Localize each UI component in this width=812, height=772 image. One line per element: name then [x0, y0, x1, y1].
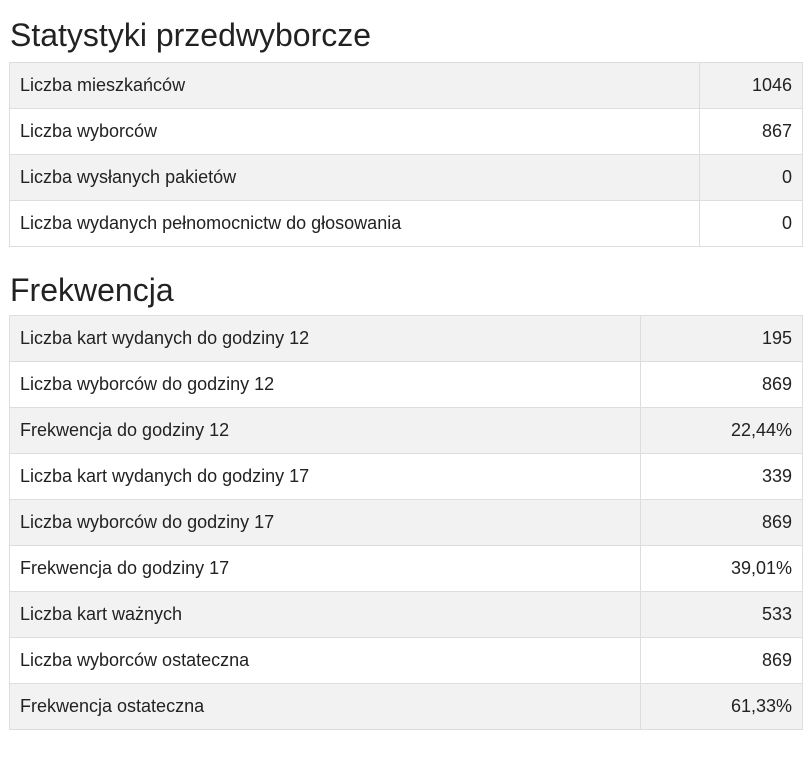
table-row: Liczba kart wydanych do godziny 17 339	[9, 453, 803, 500]
table-row: Liczba wysłanych pakietów 0	[9, 154, 803, 201]
row-value: 867	[699, 108, 803, 155]
row-label: Liczba kart wydanych do godziny 12	[9, 315, 641, 362]
section: Frekwencja Liczba kart wydanych do godzin…	[9, 268, 803, 730]
table-row: Liczba wyborców do godziny 17 869	[9, 499, 803, 546]
table-row: Liczba kart ważnych 533	[9, 591, 803, 638]
row-value: 61,33%	[640, 683, 803, 730]
table-row: Frekwencja ostateczna 61,33%	[9, 683, 803, 730]
row-label: Frekwencja do godziny 12	[9, 407, 641, 454]
table-row: Liczba kart wydanych do godziny 12 195	[9, 315, 803, 362]
table-row: Liczba wyborców ostateczna 869	[9, 637, 803, 684]
row-value: 869	[640, 637, 803, 684]
stats-table: Liczba mieszkańców 1046 Liczba wyborców 867…	[9, 62, 803, 247]
row-value: 22,44%	[640, 407, 803, 454]
table-row: Frekwencja do godziny 12 22,44%	[9, 407, 803, 454]
table-row: Liczba wyborców 867	[9, 108, 803, 155]
row-label: Liczba wyborców do godziny 12	[9, 361, 641, 408]
content: Statystyki przedwyborcze Liczba mieszkańc…	[9, 0, 803, 730]
row-label: Liczba wyborców ostateczna	[9, 637, 641, 684]
row-label: Liczba wyborców	[9, 108, 700, 155]
section-title: Frekwencja	[10, 272, 174, 308]
row-value: 0	[699, 200, 803, 247]
row-label: Liczba kart ważnych	[9, 591, 641, 638]
row-label: Liczba wydanych pełnomocnictw do głosowa…	[9, 200, 700, 247]
table-row: Liczba wydanych pełnomocnictw do głosowa…	[9, 200, 803, 247]
table-row: Liczba wyborców do godziny 12 869	[9, 361, 803, 408]
row-value: 1046	[699, 62, 803, 109]
row-value: 195	[640, 315, 803, 362]
table-row: Frekwencja do godziny 17 39,01%	[9, 545, 803, 592]
row-value: 869	[640, 499, 803, 546]
row-label: Frekwencja ostateczna	[9, 683, 641, 730]
section: Statystyki przedwyborcze Liczba mieszkańc…	[9, 0, 803, 247]
row-value: 869	[640, 361, 803, 408]
row-label: Liczba wyborców do godziny 17	[9, 499, 641, 546]
row-value: 339	[640, 453, 803, 500]
table-row: Liczba mieszkańców 1046	[9, 62, 803, 109]
row-label: Liczba mieszkańców	[9, 62, 700, 109]
row-label: Liczba kart wydanych do godziny 17	[9, 453, 641, 500]
stats-table: Liczba kart wydanych do godziny 12 195 Lic…	[9, 315, 803, 730]
row-label: Liczba wysłanych pakietów	[9, 154, 700, 201]
row-value: 39,01%	[640, 545, 803, 592]
row-label: Frekwencja do godziny 17	[9, 545, 641, 592]
row-value: 0	[699, 154, 803, 201]
section-title: Statystyki przedwyborcze	[10, 17, 372, 53]
row-value: 533	[640, 591, 803, 638]
